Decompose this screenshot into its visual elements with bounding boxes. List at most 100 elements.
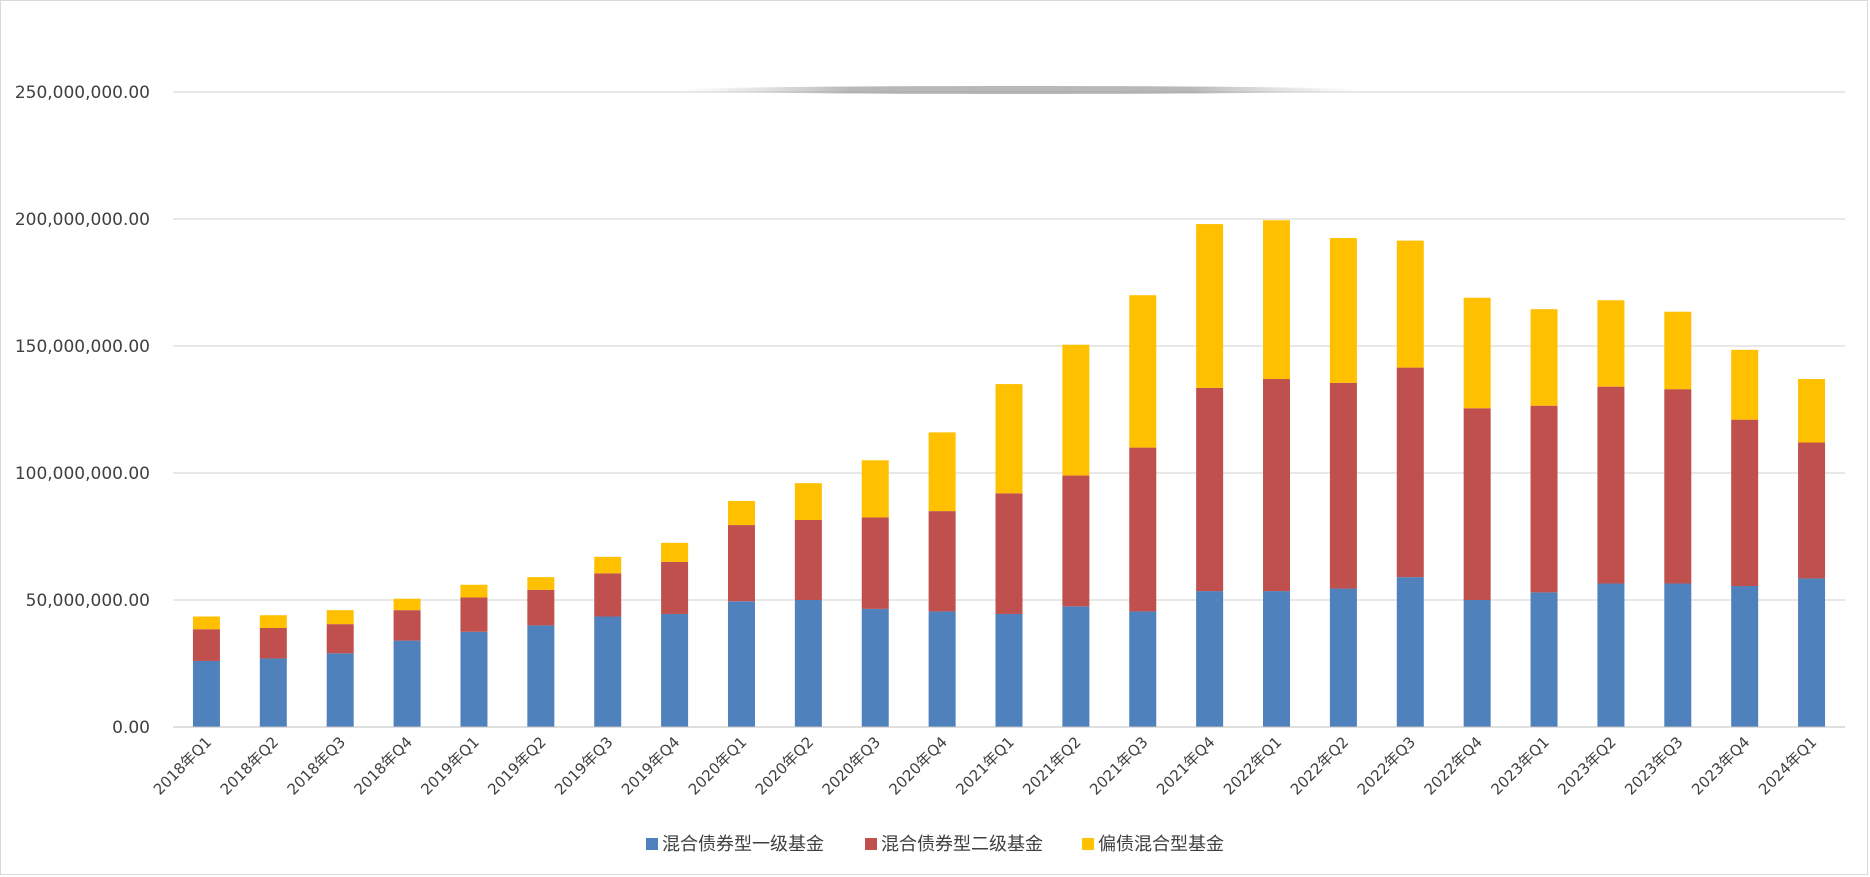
bar-segment [794, 600, 822, 727]
bar-segment [527, 577, 555, 590]
legend-swatch [646, 838, 658, 850]
bar-segment [594, 573, 622, 617]
bar-segment [1329, 588, 1357, 727]
x-tick-label: 2021年Q1 [952, 733, 1017, 798]
x-tick-label: 2023年Q1 [1487, 733, 1552, 798]
x-tick-label: 2019年Q4 [618, 733, 683, 798]
bar-segment [1129, 611, 1157, 727]
bar-segment [1798, 442, 1826, 579]
bar-segment [727, 500, 755, 526]
x-tick-label: 2020年Q3 [819, 733, 884, 798]
bar-segment [594, 616, 622, 727]
x-tick-label: 2018年Q2 [217, 733, 282, 798]
bar-segment [861, 460, 889, 518]
bar-segment [527, 625, 555, 727]
bar-segment [1597, 386, 1625, 584]
bar-segment [995, 493, 1023, 614]
bar-segment [1664, 311, 1692, 390]
bar-segment [1196, 224, 1224, 388]
x-tick-label: 2022年Q4 [1421, 733, 1486, 798]
bar-segment [1062, 606, 1090, 727]
legend-swatch [865, 838, 877, 850]
x-tick-label: 2018年Q1 [150, 733, 215, 798]
bar-segment [460, 584, 488, 598]
bar-segment [594, 556, 622, 574]
bar-segment [995, 613, 1023, 727]
legend-item: 混合债券型二级基金 [865, 834, 1043, 855]
x-tick-label: 2022年Q2 [1287, 733, 1352, 798]
y-tick-label: 0.00 [112, 718, 150, 738]
bar-segment [1597, 300, 1625, 387]
bar-segment [326, 624, 354, 654]
bar-segment [1062, 475, 1090, 607]
x-tick-label: 2024年Q1 [1755, 733, 1820, 798]
bar-segment [928, 511, 956, 612]
x-tick-label: 2020年Q1 [685, 733, 750, 798]
bar-segment [727, 601, 755, 727]
x-axis: 2018年Q1 2018年Q2 2018年Q3 2018年Q4 2019年Q1 2019年… [150, 733, 1821, 798]
legend-swatch [1082, 838, 1094, 850]
bar-segment [1196, 387, 1224, 592]
bar-segment [794, 483, 822, 520]
legend-label: 混合债券型二级基金 [881, 834, 1043, 855]
bar-segment [1731, 349, 1759, 420]
bar-segment [1263, 220, 1291, 380]
bar-segment [661, 561, 689, 614]
bar-segment [1196, 591, 1224, 727]
bar-segment [995, 384, 1023, 494]
legend-label: 混合债券型一级基金 [662, 834, 824, 855]
bar-segment [460, 631, 488, 727]
bar-segment [259, 658, 287, 727]
bar-segment [727, 525, 755, 602]
bar-segment [326, 653, 354, 727]
bar-segment [1396, 577, 1424, 727]
y-tick-label: 50,000,000.00 [26, 591, 150, 611]
bar-segment [1664, 583, 1692, 727]
legend: 混合债券型一级基金 混合债券型二级基金 偏债混合型基金 [646, 834, 1224, 855]
bar-segment [259, 627, 287, 659]
bar-segment [326, 610, 354, 625]
bar-segment [1129, 447, 1157, 612]
x-tick-label: 2019年Q2 [484, 733, 549, 798]
bars [192, 220, 1826, 727]
x-tick-label: 2023年Q4 [1688, 733, 1753, 798]
bar-segment [1329, 382, 1357, 589]
bar-segment [928, 611, 956, 727]
bar-segment [192, 660, 220, 727]
bar-segment [192, 616, 220, 630]
bar-segment [1664, 389, 1692, 584]
legend-item: 混合债券型一级基金 [646, 834, 824, 855]
bar-segment [192, 629, 220, 661]
bar-segment [1597, 583, 1625, 727]
bar-segment [1263, 591, 1291, 727]
x-tick-label: 2021年Q2 [1019, 733, 1084, 798]
y-tick-label: 100,000,000.00 [15, 464, 150, 484]
bar-segment [393, 640, 421, 727]
y-tick-label: 150,000,000.00 [15, 337, 150, 357]
bar-segment [1798, 379, 1826, 443]
x-tick-label: 2018年Q3 [284, 733, 349, 798]
bar-segment [1062, 344, 1090, 476]
x-tick-label: 2020年Q4 [886, 733, 951, 798]
bar-segment [1396, 367, 1424, 578]
bar-segment [1463, 297, 1491, 409]
gridlines [173, 91, 1845, 601]
legend-label: 偏债混合型基金 [1098, 834, 1224, 855]
bar-segment [861, 517, 889, 609]
bar-segment [794, 519, 822, 600]
bar-segment [1396, 240, 1424, 368]
bar-segment [928, 432, 956, 512]
x-tick-label: 2023年Q2 [1554, 733, 1619, 798]
y-tick-label: 200,000,000.00 [15, 210, 150, 230]
x-tick-label: 2022年Q3 [1354, 733, 1419, 798]
x-tick-label: 2022年Q1 [1220, 733, 1285, 798]
x-tick-label: 2021年Q3 [1086, 733, 1151, 798]
bar-segment [393, 598, 421, 611]
bar-segment [1731, 419, 1759, 587]
bar-segment [1329, 238, 1357, 383]
x-tick-label: 2021年Q4 [1153, 733, 1218, 798]
x-tick-label: 2019年Q1 [417, 733, 482, 798]
bar-segment [1263, 379, 1291, 592]
x-tick-label: 2023年Q3 [1621, 733, 1686, 798]
